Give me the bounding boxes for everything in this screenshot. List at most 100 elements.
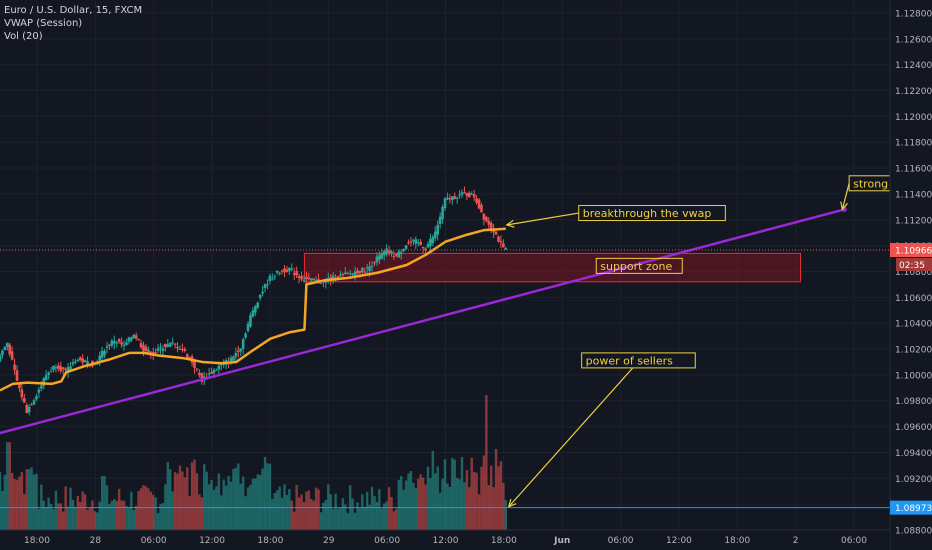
candle-body <box>3 346 7 351</box>
candle-body <box>499 240 503 243</box>
volume-bar <box>434 473 437 530</box>
volume-bar <box>100 476 104 530</box>
candle-body <box>120 342 123 345</box>
time-tick-label: 12:00 <box>666 536 692 546</box>
candle-body <box>246 323 250 331</box>
volume-bar <box>465 469 469 530</box>
candle-body <box>127 337 131 342</box>
volume-bar <box>383 503 386 530</box>
volume-bar <box>147 488 150 530</box>
volume-bar <box>161 503 165 530</box>
candle-body <box>20 389 24 398</box>
volume-bar <box>69 487 72 530</box>
candle-body <box>448 197 452 200</box>
volume-indicator-label[interactable]: Vol (20) <box>4 31 43 42</box>
support-zone-label-box <box>595 257 683 274</box>
candle-body <box>409 241 413 243</box>
time-axis-bg <box>0 530 890 550</box>
volume-bar <box>502 482 505 530</box>
candle-body <box>261 291 264 294</box>
candle-body <box>229 357 233 362</box>
volume-bar <box>132 509 135 530</box>
candle-body <box>402 249 405 252</box>
vwap-indicator-label[interactable]: VWAP (Session) <box>4 18 83 29</box>
volume-bar <box>329 494 332 530</box>
candle-body <box>37 389 41 393</box>
countdown-label: 02:35 <box>899 261 925 271</box>
candle-body <box>407 242 410 244</box>
candle-body <box>154 352 157 354</box>
volume-bar <box>285 494 289 530</box>
candle-body <box>183 348 187 351</box>
volume-bar <box>62 511 65 530</box>
volume-bar <box>188 495 191 530</box>
volume-bar <box>18 476 21 530</box>
price-tick-label: 1.12600 <box>895 35 932 45</box>
candle-body <box>10 351 14 360</box>
candle-body <box>254 306 257 313</box>
volume-bar <box>429 478 432 530</box>
time-tick-label: 18:00 <box>724 536 750 546</box>
volume-price-tag <box>890 500 932 515</box>
annotation-arrow <box>508 367 634 508</box>
volume-bar <box>339 507 342 530</box>
candle-body <box>453 196 457 199</box>
candle-body <box>480 204 483 213</box>
candle-body <box>290 268 294 270</box>
candle-body <box>110 340 114 346</box>
candle-body <box>144 346 148 351</box>
candle-body <box>368 266 371 271</box>
volume-bar <box>417 478 420 530</box>
candle-body <box>108 344 111 346</box>
support-zone[interactable] <box>303 252 802 283</box>
candle-body <box>215 369 218 371</box>
volume-bar <box>356 502 359 530</box>
volume-bar <box>443 459 447 530</box>
candle-body <box>419 241 422 246</box>
time-tick-label: 29 <box>323 536 335 546</box>
volume-bar <box>91 500 94 530</box>
price-axis[interactable]: 1.12800 1.12600 1.12400 1.12200 1.12000 1.118… <box>889 0 932 550</box>
volume-bar <box>477 494 481 530</box>
price-tick-label: 1.10000 <box>895 371 932 381</box>
volume-bar <box>205 471 208 530</box>
candle-body <box>395 253 398 256</box>
candle-body <box>450 196 454 201</box>
price-tick-label: 1.12400 <box>895 61 932 71</box>
price-axis-bg <box>890 0 932 550</box>
volume-bar <box>57 503 60 530</box>
candle-body <box>271 278 274 280</box>
candle-body <box>71 362 75 365</box>
candle-body <box>475 198 478 203</box>
candle-body <box>263 284 267 289</box>
volume-bar <box>190 462 194 530</box>
volume-bar <box>35 473 38 530</box>
volume-bar <box>324 499 328 530</box>
time-axis[interactable]: 18:00 28 06:00 12:00 18:00 29 06:00 12:00 18:00 J… <box>0 529 890 550</box>
time-tick-label: 18:00 <box>24 536 50 546</box>
candle-body <box>258 295 262 298</box>
volume-bar <box>0 472 2 530</box>
candle-body <box>468 192 471 198</box>
volume-bar <box>93 511 97 530</box>
volume-bar <box>98 501 101 530</box>
volume-bar <box>380 508 383 530</box>
volume-bar <box>156 513 160 530</box>
symbol-title[interactable]: Euro / U.S. Dollar, 15, FXCM <box>4 5 143 16</box>
annotation-box <box>578 205 726 222</box>
candle-body <box>285 269 289 272</box>
candle-body <box>438 216 442 224</box>
candle-body <box>18 382 21 389</box>
candle-body <box>412 239 415 242</box>
volume-bar <box>234 467 238 530</box>
volume-bar <box>436 466 439 530</box>
candle-body <box>103 350 106 356</box>
time-tick-label: 06:00 <box>841 536 867 546</box>
candle-body <box>502 243 505 248</box>
volume-bar <box>302 502 306 530</box>
annotation-box <box>581 352 696 369</box>
volume-bar <box>319 512 323 530</box>
candle-body <box>66 366 70 373</box>
volume-bar <box>438 492 442 530</box>
